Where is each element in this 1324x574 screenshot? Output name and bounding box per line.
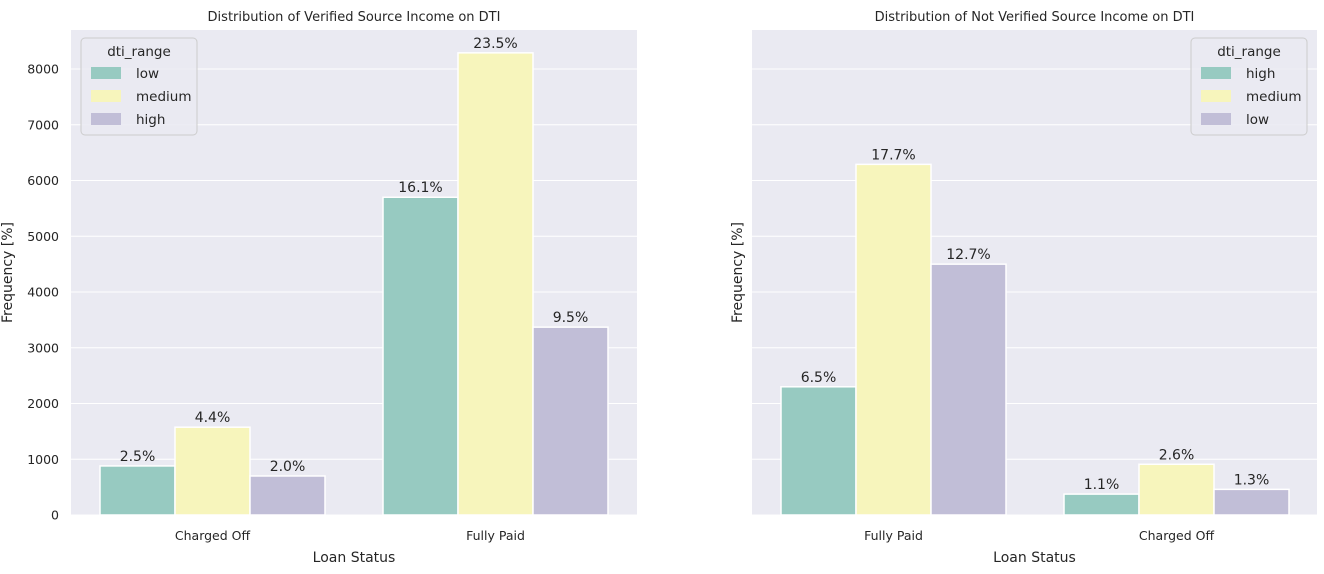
bar xyxy=(99,465,176,516)
bar xyxy=(174,426,251,516)
bar-value-label: 2.6% xyxy=(1159,447,1195,463)
y-tick-label: 7000 xyxy=(27,117,59,132)
legend-title: dti_range xyxy=(1217,44,1281,60)
y-tick-label: 8000 xyxy=(27,62,59,77)
chart-title: Distribution of Not Verified Source Inco… xyxy=(875,10,1195,25)
y-tick-label: 5000 xyxy=(27,229,59,244)
y-tick-label: 6000 xyxy=(27,173,59,188)
legend-swatch xyxy=(91,113,121,125)
legend-label: high xyxy=(1246,66,1275,82)
x-tick-label: Charged Off xyxy=(175,528,251,543)
bar xyxy=(780,386,857,516)
x-tick-label: Charged Off xyxy=(1139,528,1215,543)
bar xyxy=(930,263,1007,516)
legend-label: medium xyxy=(136,89,191,105)
chart-panel-1: 0 1000 2000 3000 4000 5000 6000 7000 8000 2.5% 4.4… xyxy=(0,10,637,566)
y-tick-label: 1000 xyxy=(27,452,59,467)
bar xyxy=(1213,488,1290,516)
legend-swatch xyxy=(1201,90,1231,102)
y-tick-label: 2000 xyxy=(27,396,59,411)
legend-swatch xyxy=(91,90,121,102)
legend-swatch xyxy=(1201,67,1231,79)
legend-label: medium xyxy=(1246,89,1301,105)
y-tick-label: 3000 xyxy=(27,340,59,355)
y-tick-label: 0 xyxy=(51,508,59,523)
bar-value-label: 4.4% xyxy=(195,410,231,426)
legend-label: low xyxy=(1246,112,1269,128)
bar xyxy=(382,196,459,516)
x-tick-label: Fully Paid xyxy=(466,528,525,543)
bar-value-label: 17.7% xyxy=(871,147,915,163)
bar xyxy=(1063,493,1140,516)
bar xyxy=(457,52,534,516)
x-axis-label: Loan Status xyxy=(313,550,396,566)
legend-box xyxy=(80,37,198,136)
y-axis-label: Frequency [%] xyxy=(730,222,746,323)
legend-label: low xyxy=(136,66,159,82)
bar-value-label: 23.5% xyxy=(473,36,517,52)
bar-value-label: 6.5% xyxy=(801,370,837,386)
y-tick-label: 4000 xyxy=(27,285,59,300)
bar-value-label: 2.5% xyxy=(120,449,156,465)
chart-panel-2: 6.5% 17.7% 12.7% Fully Paid 1.1% 2.6% 1.3% Char… xyxy=(730,10,1317,566)
x-tick-label: Fully Paid xyxy=(864,528,923,543)
legend-label: high xyxy=(136,112,165,128)
bar xyxy=(1138,463,1215,516)
bar xyxy=(249,475,326,516)
legend-box xyxy=(1190,37,1308,136)
y-axis-label: Frequency [%] xyxy=(0,222,16,323)
bar xyxy=(855,163,932,516)
legend-title: dti_range xyxy=(107,44,171,60)
legend-swatch xyxy=(91,67,121,79)
bar-value-label: 9.5% xyxy=(553,310,589,326)
bar xyxy=(532,326,609,516)
bar-value-label: 2.0% xyxy=(270,459,306,475)
bar-value-label: 16.1% xyxy=(398,180,442,196)
bar-value-label: 1.3% xyxy=(1234,472,1270,488)
bar-value-label: 12.7% xyxy=(946,247,990,263)
chart-title: Distribution of Verified Source Income o… xyxy=(208,10,501,25)
bar-value-label: 1.1% xyxy=(1084,477,1120,493)
x-axis-label: Loan Status xyxy=(993,550,1076,566)
legend-swatch xyxy=(1201,113,1231,125)
